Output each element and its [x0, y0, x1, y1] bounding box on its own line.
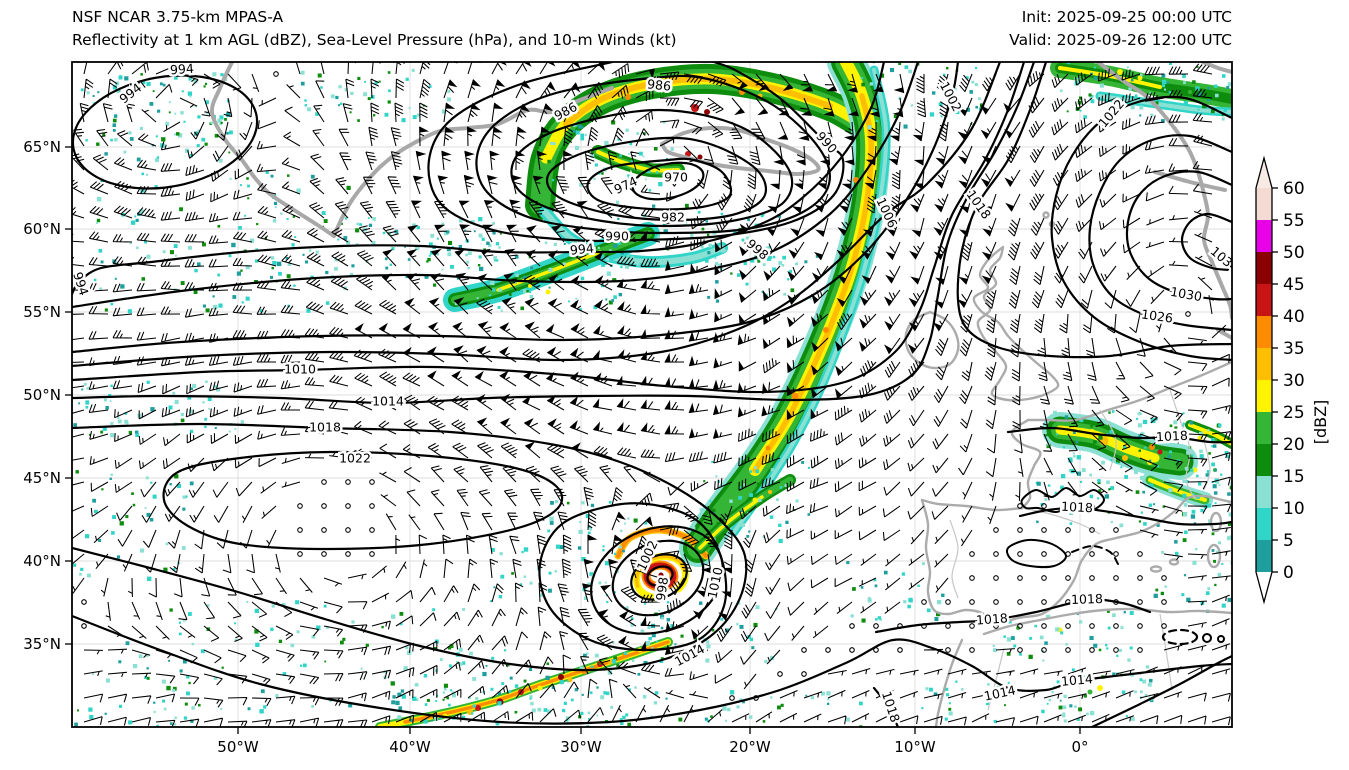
colorbar-tick-label: 50: [1283, 243, 1305, 263]
colorbar-tick-label: 30: [1283, 371, 1305, 391]
y-tick-label: 40°N: [23, 552, 61, 570]
x-tick-label: 10°W: [894, 738, 936, 756]
contour-label: 1022: [339, 451, 371, 466]
x-tick-label: 30°W: [560, 738, 602, 756]
colorbar: 0 5 10 15 20 25 30 35 40 45 50 55 60 [dBZ]: [1255, 155, 1330, 605]
valid-time: Valid: 2025-09-26 12:00 UTC: [1009, 31, 1232, 49]
colorbar-tick-label: 45: [1283, 275, 1305, 295]
colorbar-unit-label: [dBZ]: [1311, 400, 1330, 445]
contour-label: 1018: [1156, 428, 1189, 445]
init-time: Init: 2025-09-25 00:00 UTC: [1021, 8, 1232, 26]
contour-label: 986: [646, 76, 671, 93]
header-left: NSF NCAR 3.75-km MPAS-A Reflectivity at …: [72, 6, 677, 52]
colorbar-tick-label: 20: [1283, 435, 1305, 455]
contour-label: 1014: [372, 394, 404, 409]
contour-label: 1018: [1061, 499, 1094, 516]
colorbar-tick-label: 55: [1283, 211, 1305, 231]
colorbar-tick-label: 35: [1283, 339, 1305, 359]
header-right: Init: 2025-09-25 00:00 UTC Valid: 2025-0…: [1009, 6, 1232, 52]
wind-barb-layer: [72, 62, 1232, 727]
colorbar-tick-label: 60: [1283, 179, 1305, 199]
colorbar-tick-label: 10: [1283, 499, 1305, 519]
y-tick-label: 35°N: [23, 635, 61, 653]
colorbar-tick-label: 5: [1283, 531, 1294, 551]
x-tick-label: 50°W: [217, 738, 259, 756]
pressure-contour-layer: [72, 62, 1232, 727]
y-tick-label: 65°N: [23, 138, 61, 156]
x-tick-label: 0°: [1071, 738, 1088, 756]
field-subtitle: Reflectivity at 1 km AGL (dBZ), Sea-Leve…: [72, 31, 677, 49]
map-plot-area: 9709749829869869909909949949949949981002…: [72, 61, 1232, 727]
x-tick-label: 40°W: [389, 738, 431, 756]
colorbar-tick-label: 0: [1283, 563, 1294, 583]
contour-label: 1018: [1071, 591, 1103, 607]
contour-label: 1014: [1060, 671, 1093, 689]
coastline-layer: [209, 62, 1232, 727]
y-tick-label: 45°N: [23, 469, 61, 487]
contour-label: 990: [605, 229, 629, 244]
contour-label: 1010: [284, 362, 316, 377]
contour-label: 994: [170, 61, 195, 78]
contour-label: 1018: [976, 610, 1009, 627]
contour-label: 982: [661, 210, 685, 225]
axes: 50°W 40°W 30°W 20°W 10°W 0° 65°N 60°N 55°N 50°N 45…: [23, 61, 1233, 756]
colorbar-tick-label: 40: [1283, 307, 1305, 327]
colorbar-tick-label: 25: [1283, 403, 1305, 423]
colorbar-tick-label: 15: [1283, 467, 1305, 487]
contour-label: 1018: [309, 420, 341, 435]
contour-label: 998: [653, 576, 671, 602]
x-tick-label: 20°W: [729, 738, 771, 756]
y-tick-label: 60°N: [23, 220, 61, 238]
contour-label: 970: [664, 170, 688, 185]
y-tick-label: 55°N: [23, 303, 61, 321]
contour-label: 994: [569, 240, 594, 257]
model-title: NSF NCAR 3.75-km MPAS-A: [72, 8, 284, 26]
y-tick-label: 50°N: [23, 386, 61, 404]
